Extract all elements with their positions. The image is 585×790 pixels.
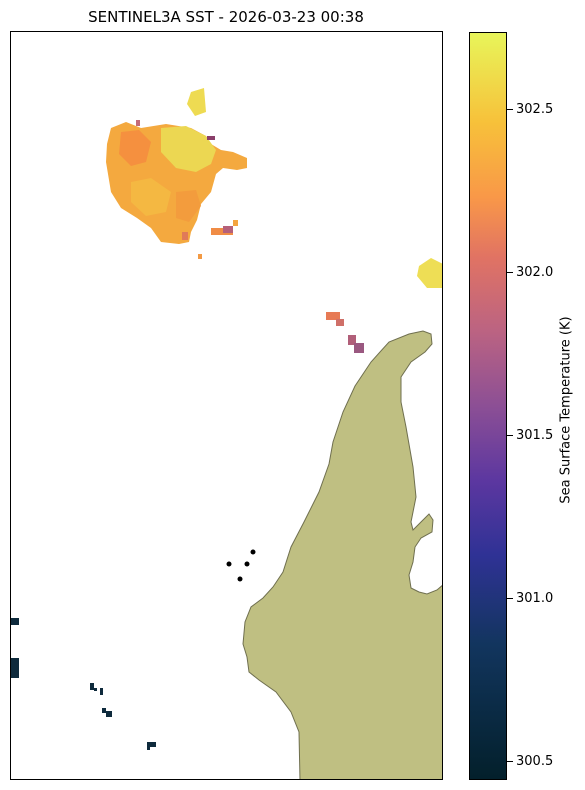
colorbar-tick-label: 301.0: [516, 591, 554, 606]
marker-point: [250, 549, 256, 555]
marker-point: [226, 561, 232, 567]
colorbar-tick-label: 302.5: [516, 102, 554, 117]
colorbar-tick: [507, 761, 513, 762]
sst-patch-cape-2: [336, 319, 344, 326]
sst-patch-east: [417, 258, 442, 288]
sst-patch-cape-4: [354, 343, 364, 353]
colorbar-tick-label: 302.0: [516, 265, 554, 280]
sst-map: [10, 31, 443, 780]
sst-cold-pixels: [11, 618, 156, 750]
colorbar-tick: [507, 109, 513, 110]
colorbar-label: Sea Surface Temperature (K): [558, 316, 574, 504]
land-mass: [242, 330, 442, 779]
colorbar-tick: [507, 598, 513, 599]
colorbar-tick: [507, 272, 513, 273]
sst-cluster-north: [106, 88, 247, 259]
sst-patch-cape-3: [348, 335, 356, 345]
colorbar-tick-label: 301.5: [516, 428, 554, 443]
marker-point: [244, 561, 250, 567]
colorbar-tick: [507, 435, 513, 436]
sst-patch-cape-1: [326, 312, 340, 320]
map-canvas: [11, 88, 442, 779]
colorbar-tick-label: 300.5: [516, 754, 554, 769]
map-title: SENTINEL3A SST - 2026-03-23 00:38: [88, 8, 364, 26]
colorbar: [469, 32, 507, 780]
marker-point: [237, 576, 243, 582]
